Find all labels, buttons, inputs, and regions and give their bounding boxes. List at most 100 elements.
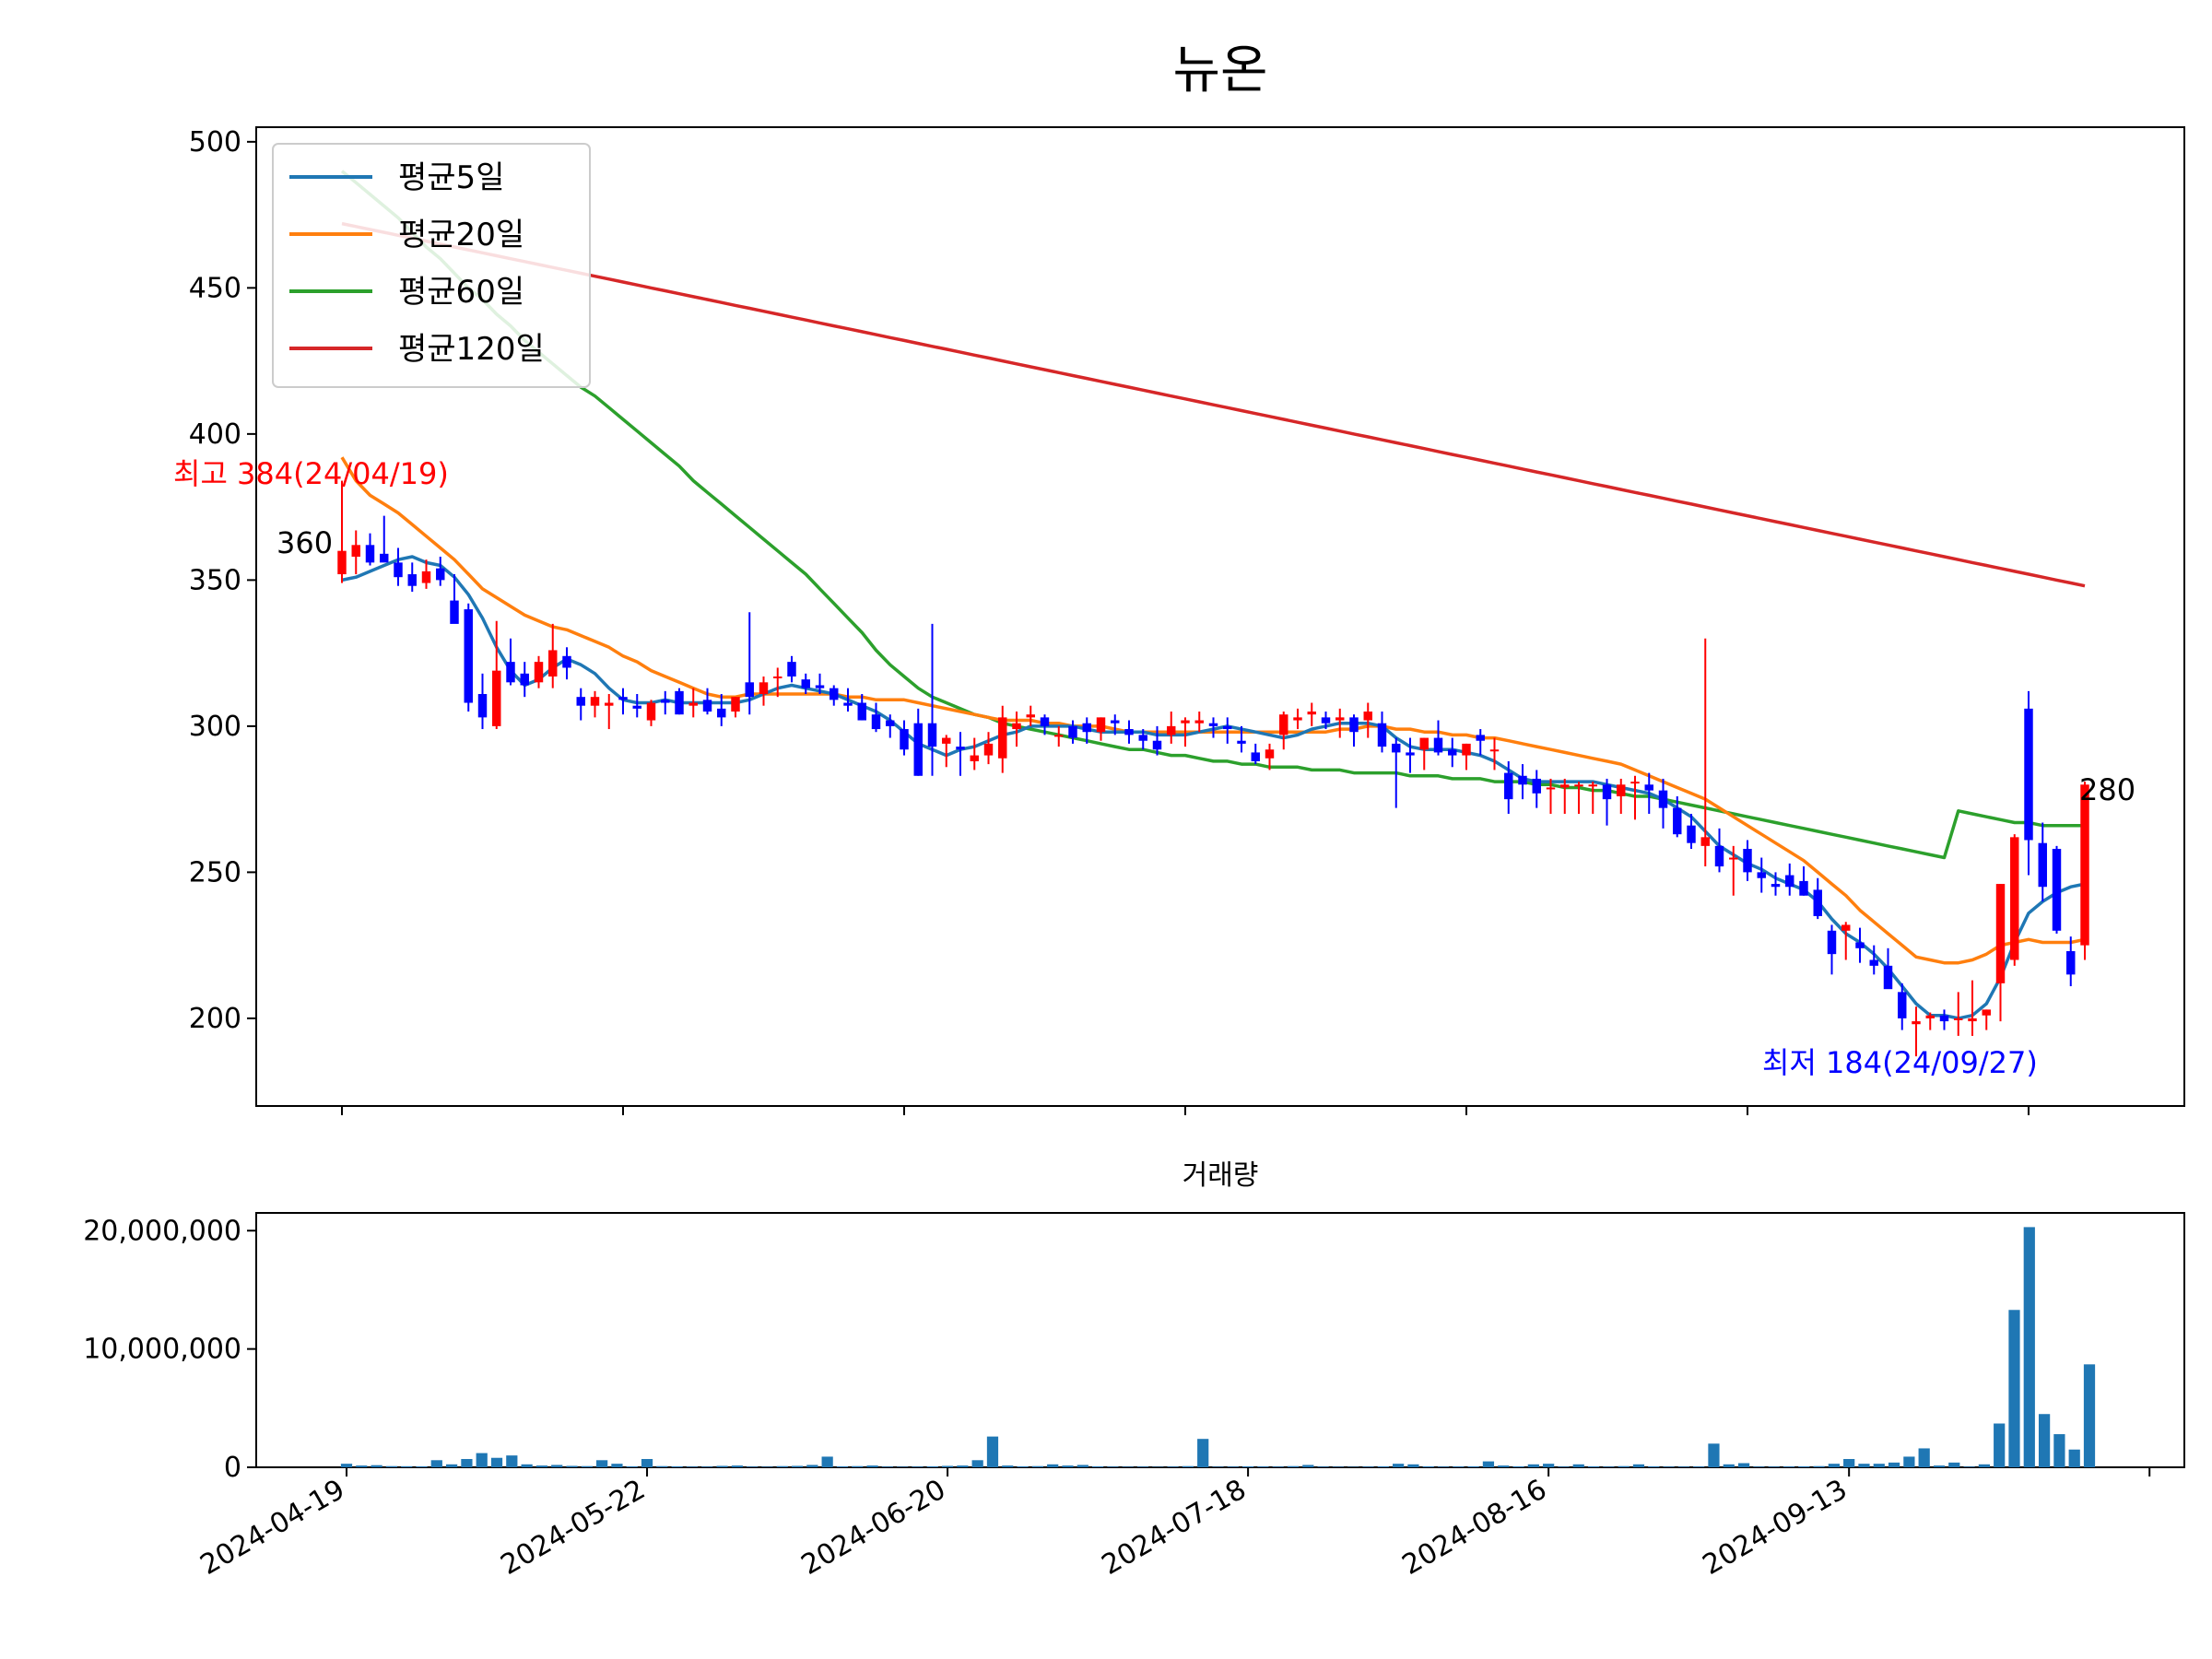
volume-bar (866, 1465, 878, 1467)
candle-body (942, 737, 951, 744)
volume-bar (1572, 1464, 1584, 1467)
candle-body (927, 723, 937, 747)
volume-title: 거래량 (1182, 1159, 1259, 1192)
volume-bar (761, 1466, 773, 1467)
candle-body (1743, 849, 1752, 873)
candle-body (1419, 737, 1429, 750)
candle-body (2024, 708, 2033, 841)
candle-body (1560, 784, 1570, 788)
price-x-axis (341, 1106, 2030, 1115)
volume-bar (1632, 1464, 1645, 1467)
candle-body (1433, 737, 1443, 753)
legend-box (272, 143, 591, 388)
candle-body (2080, 784, 2089, 946)
volume-bar (1077, 1465, 1088, 1467)
candle-body (1124, 729, 1134, 735)
volume-bar (1317, 1466, 1329, 1467)
candle-body (1855, 942, 1865, 948)
volume-bar (2053, 1434, 2065, 1467)
candle-body (1448, 749, 1457, 756)
candle-body (534, 662, 544, 683)
candle-body (1700, 837, 1710, 846)
candle-body (1138, 735, 1147, 741)
volume-bar (1062, 1465, 1074, 1467)
volume-bar (1723, 1464, 1735, 1467)
candle-body (1841, 924, 1851, 931)
candle-body (351, 545, 360, 558)
date-tick-label: 2024-05-22 (496, 1474, 651, 1582)
candle-body (1349, 717, 1359, 733)
price-ytick-label: 350 (189, 564, 241, 596)
candle-body (661, 700, 670, 703)
volume-bar (1136, 1466, 1149, 1467)
volume-bar (641, 1459, 653, 1467)
volume-bar (2038, 1414, 2051, 1467)
volume-bar (971, 1460, 983, 1467)
volume-bar (416, 1465, 428, 1467)
candle-body (2066, 950, 2076, 975)
volume-bar (1858, 1464, 1870, 1467)
volume-bar (1122, 1466, 1134, 1467)
volume-bar (461, 1459, 473, 1467)
candle-body (1658, 790, 1668, 808)
candle-body (2038, 842, 2047, 888)
candle-body (1982, 1009, 1991, 1016)
candle-body (1012, 723, 1021, 730)
chart-title: 뉴온 (1172, 41, 1267, 100)
volume-bar (1512, 1465, 1524, 1467)
candle-body (421, 571, 431, 583)
volume-bar (2008, 1310, 2020, 1467)
low-annotation: 최저 184(24/09/27) (1762, 1045, 2038, 1080)
volume-bar (1753, 1466, 1765, 1467)
legend-label: 평균5일 (398, 159, 504, 196)
candle-body (1827, 930, 1837, 955)
volume-bar (821, 1456, 833, 1467)
candle-body (830, 688, 839, 700)
candle-body (464, 609, 473, 703)
candle-body (1251, 752, 1260, 761)
volume-ytick-label: 10,000,000 (83, 1334, 241, 1366)
candle-body (1898, 992, 1907, 1018)
volume-bar (1422, 1465, 1434, 1467)
candle-body (956, 747, 965, 750)
candle-body (590, 697, 600, 706)
candle-body (1883, 965, 1893, 990)
volume-bar (1994, 1423, 2006, 1467)
candle-body (843, 702, 853, 706)
candle-body (450, 600, 459, 624)
candle-body (1673, 807, 1682, 835)
volume-bar (1783, 1466, 1795, 1467)
candle-body (1040, 717, 1050, 726)
volume-bar (1302, 1465, 1314, 1467)
volume-bar (1347, 1466, 1359, 1467)
candle-body (632, 705, 641, 709)
candle-body (970, 755, 979, 761)
candle-body (759, 682, 769, 695)
candle-body (773, 676, 782, 678)
date-tick-label: 2024-08-16 (1397, 1474, 1552, 1582)
candle-body (787, 662, 796, 677)
candle-body (1363, 712, 1372, 721)
volume-bar (1182, 1465, 1194, 1467)
volume-bar (1963, 1466, 1975, 1467)
volume-bar (957, 1465, 969, 1467)
volume-y-axis: 0 10,000,000 20,000,000 (83, 1215, 256, 1484)
volume-bar (941, 1465, 954, 1467)
candle-body (1265, 749, 1275, 759)
volume-bar (1693, 1466, 1705, 1467)
volume-bar (356, 1465, 368, 1467)
candle-body (1617, 784, 1626, 796)
volume-bar (1227, 1466, 1239, 1467)
volume-bar (1377, 1465, 1389, 1467)
price-ytick-label: 200 (189, 1003, 241, 1035)
candle-body (983, 743, 994, 756)
candle-body (1054, 735, 1064, 737)
volume-bar (2083, 1364, 2096, 1467)
candle-body (1111, 720, 1120, 724)
volume-bar (1212, 1466, 1224, 1467)
candle-body (1194, 720, 1204, 724)
volume-bar (521, 1464, 533, 1467)
volume-bar (776, 1465, 788, 1467)
candlesticks (337, 480, 2089, 1057)
